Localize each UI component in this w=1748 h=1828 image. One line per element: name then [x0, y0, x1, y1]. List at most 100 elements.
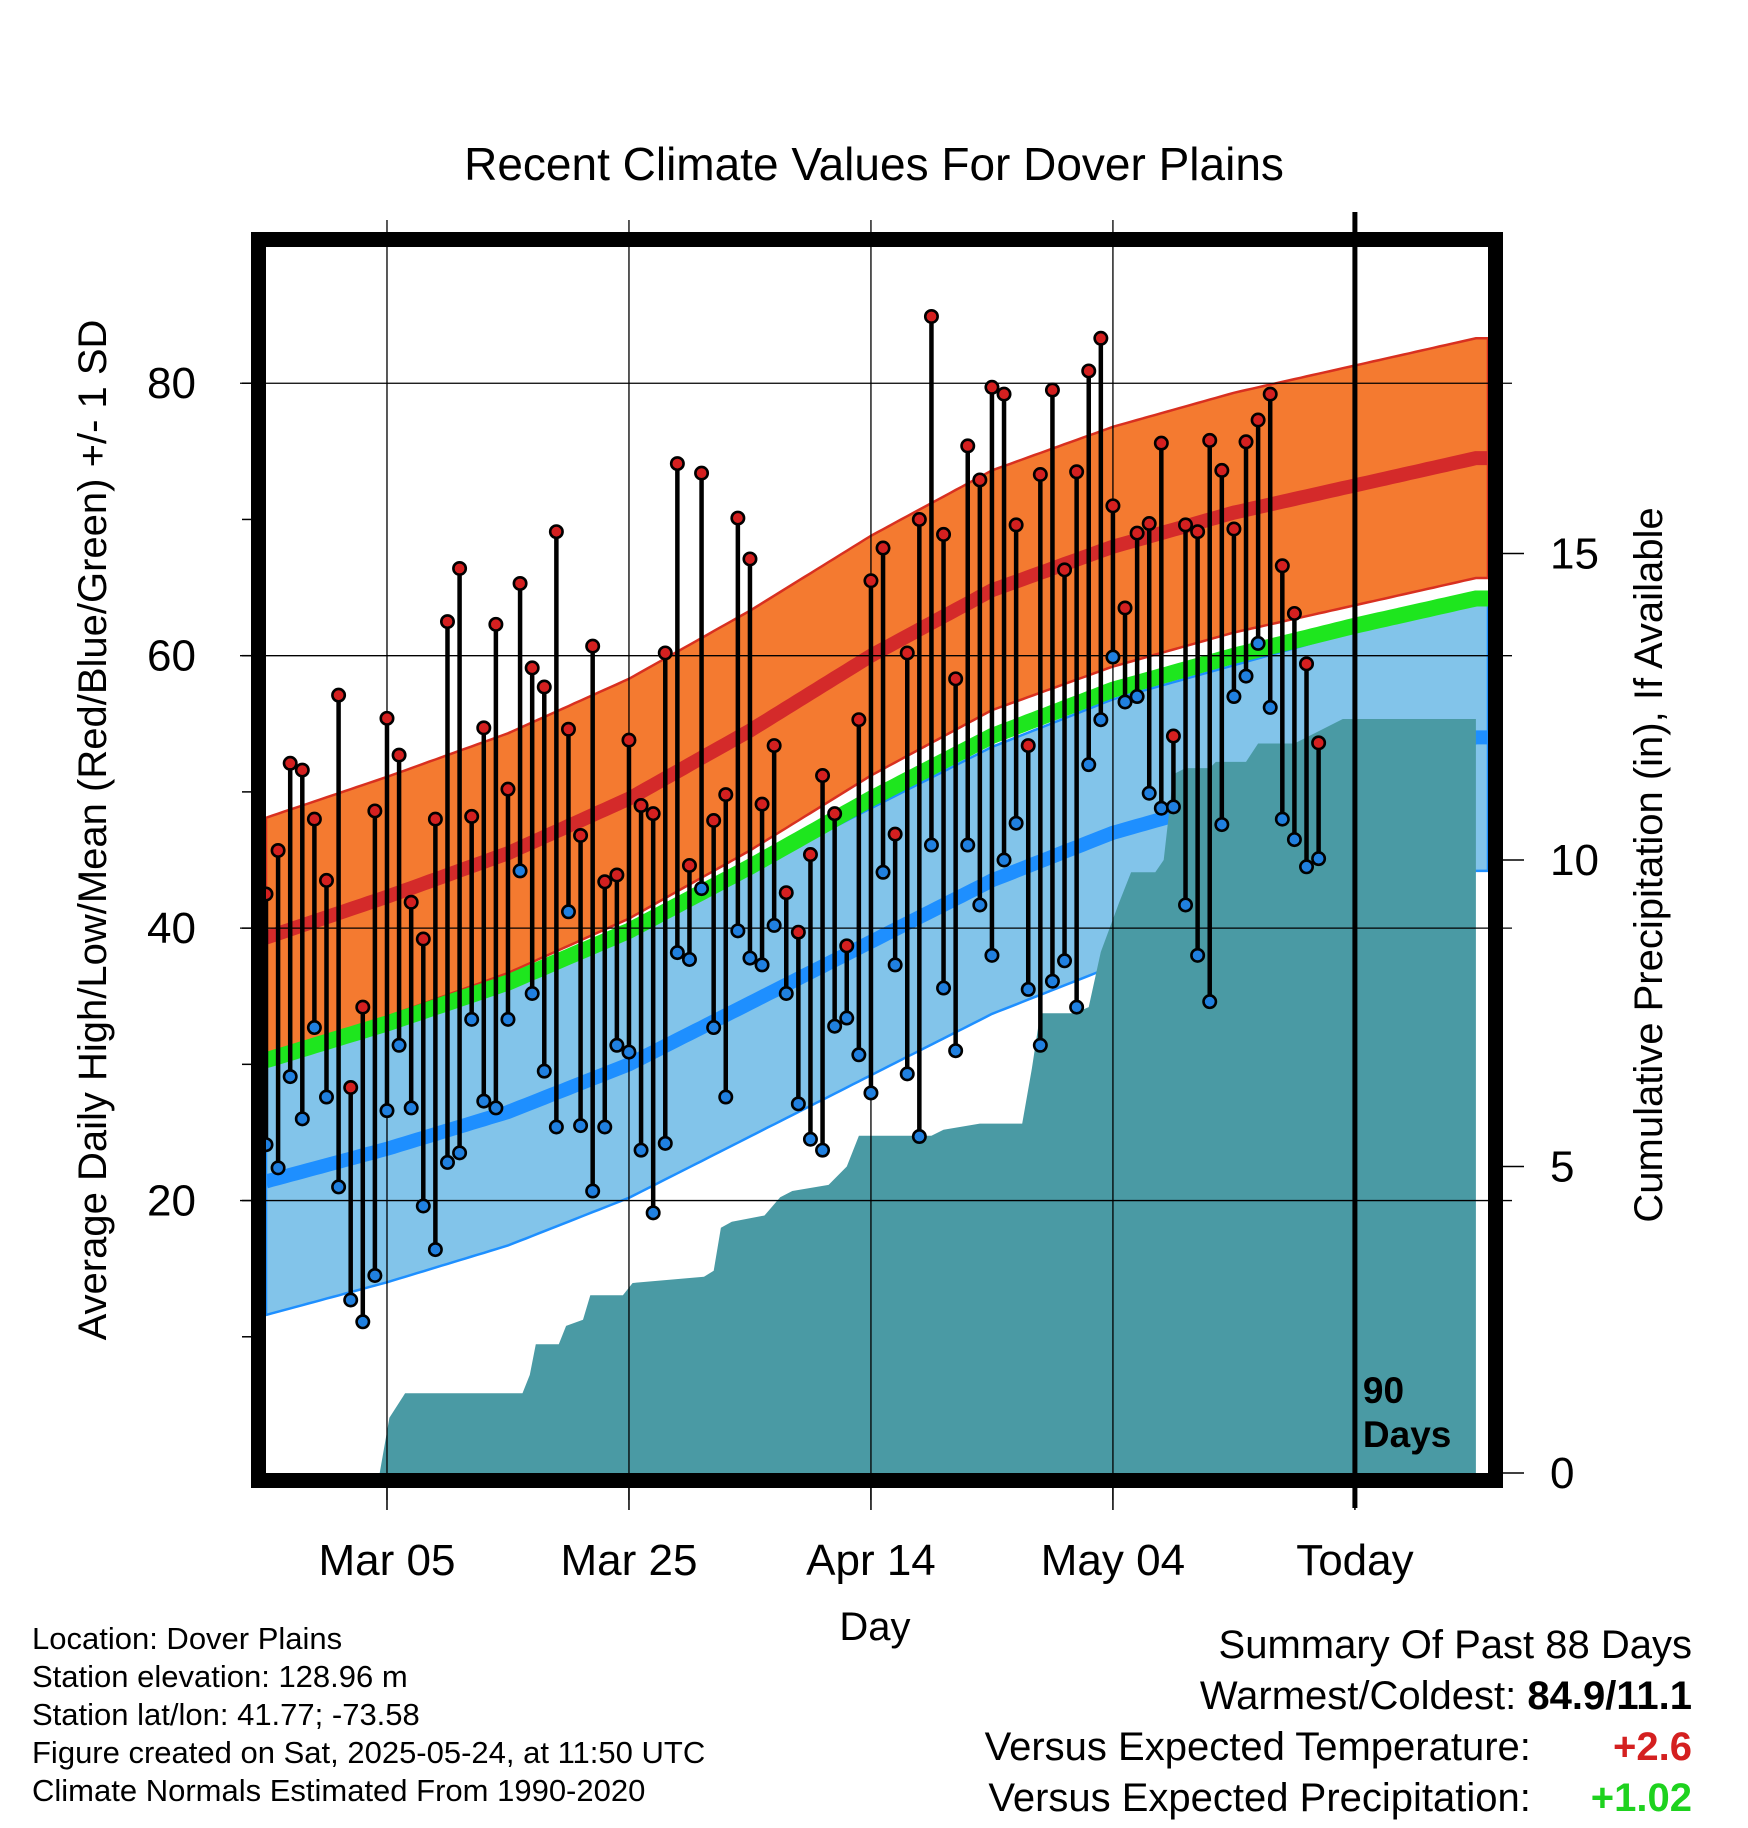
- daily-low-point: [367, 1267, 383, 1283]
- daily-low-point: [1057, 953, 1073, 969]
- daily-high-point: [427, 811, 443, 827]
- daily-low-point: [621, 1044, 637, 1060]
- y2-axis-label: Cumulative Precipitation (in), If Availa…: [1627, 507, 1671, 1222]
- daily-low-point: [1214, 817, 1230, 833]
- warm-cold-label: Warmest/Coldest:: [1199, 1674, 1517, 1718]
- daily-high-point: [355, 999, 371, 1015]
- daily-high-point: [827, 806, 843, 822]
- daily-high-point: [1069, 464, 1085, 480]
- y2-tick-label: 10: [1550, 836, 1599, 885]
- daily-low-point: [500, 1011, 516, 1027]
- daily-high-point: [669, 456, 685, 472]
- temp-departure-value: +2.6: [1613, 1725, 1692, 1769]
- daily-low-point: [294, 1111, 310, 1127]
- daily-high-point: [585, 638, 601, 654]
- daily-high-point: [306, 811, 322, 827]
- summary-panel: Summary Of Past 88 Days Warmest/Coldest:…: [985, 1620, 1692, 1824]
- daily-low-point: [681, 951, 697, 967]
- daily-high-point: [633, 798, 649, 814]
- daily-low-point: [282, 1069, 298, 1085]
- daily-high-point: [609, 867, 625, 883]
- y-axis-label: Average Daily High/Low/Mean (Red/Blue/Gr…: [71, 320, 115, 1341]
- temp-departure-label: Versus Expected Temperature:: [984, 1725, 1531, 1769]
- daily-low-point: [379, 1103, 395, 1119]
- y2-tick-label: 15: [1550, 530, 1599, 579]
- warm-cold-value: 84.9/11.1: [1527, 1674, 1692, 1718]
- daily-high-point: [645, 806, 661, 822]
- daily-high-point: [391, 747, 407, 763]
- daily-high-point: [718, 787, 734, 803]
- daily-high-point: [706, 812, 722, 828]
- daily-high-point: [1250, 412, 1266, 428]
- daily-high-point: [657, 645, 673, 661]
- daily-low-point: [427, 1242, 443, 1258]
- daily-high-point: [1226, 521, 1242, 537]
- daily-high-point: [452, 560, 468, 576]
- daily-low-point: [718, 1089, 734, 1105]
- daily-high-point: [282, 755, 298, 771]
- daily-low-point: [694, 881, 710, 897]
- daily-high-point: [476, 720, 492, 736]
- daily-low-point: [984, 947, 1000, 963]
- daily-high-point: [911, 511, 927, 527]
- daily-high-point: [266, 886, 274, 902]
- daily-high-point: [1202, 432, 1218, 448]
- daily-low-point: [403, 1100, 419, 1116]
- precip-departure-row: Versus Expected Precipitation: +1.02: [985, 1773, 1692, 1824]
- daily-high-point: [996, 386, 1012, 402]
- daily-high-point: [379, 710, 395, 726]
- daily-high-point: [839, 938, 855, 954]
- today-marker-number: 90: [1363, 1370, 1404, 1411]
- daily-high-point: [1020, 738, 1036, 754]
- daily-low-point: [355, 1314, 371, 1330]
- daily-high-point: [851, 712, 867, 728]
- daily-high-point: [790, 924, 806, 940]
- daily-low-point: [936, 980, 952, 996]
- daily-low-point: [1129, 689, 1145, 705]
- daily-low-point: [391, 1037, 407, 1053]
- daily-high-point: [923, 308, 939, 324]
- daily-high-point: [766, 738, 782, 754]
- daily-high-point: [294, 762, 310, 778]
- x-axis-label: Day: [839, 1605, 910, 1649]
- daily-high-point: [439, 614, 455, 630]
- y-tick-label: 80: [147, 359, 196, 408]
- daily-low-point: [948, 1043, 964, 1059]
- daily-low-point: [899, 1066, 915, 1082]
- daily-high-point: [1105, 498, 1121, 514]
- daily-high-point: [1238, 434, 1254, 450]
- daily-low-point: [851, 1047, 867, 1063]
- daily-low-point: [560, 904, 576, 920]
- daily-low-point: [1081, 757, 1097, 773]
- daily-high-point: [536, 679, 552, 695]
- daily-high-point: [548, 524, 564, 540]
- daily-low-point: [609, 1037, 625, 1053]
- daily-high-point: [415, 931, 431, 947]
- daily-low-point: [1299, 859, 1315, 875]
- x-tick-label: Apr 14: [806, 1536, 936, 1585]
- daily-low-point: [657, 1135, 673, 1151]
- daily-low-point: [972, 897, 988, 913]
- daily-low-point: [911, 1129, 927, 1145]
- daily-high-point: [1214, 462, 1230, 478]
- daily-low-point: [1105, 649, 1121, 665]
- daily-low-point: [1093, 712, 1109, 728]
- daily-high-point: [730, 510, 746, 526]
- daily-high-point: [270, 842, 286, 858]
- daily-low-point: [1117, 694, 1133, 710]
- daily-low-point: [827, 1018, 843, 1034]
- daily-low-point: [1153, 800, 1169, 816]
- daily-high-point: [488, 616, 504, 632]
- daily-high-point: [1129, 525, 1145, 541]
- daily-high-point: [318, 872, 334, 888]
- precip-area: [266, 719, 1476, 1473]
- daily-high-point: [343, 1079, 359, 1095]
- normals-period-text: Climate Normals Estimated From 1990-2020: [32, 1773, 646, 1808]
- daily-high-point: [863, 573, 879, 589]
- daily-high-point: [1044, 382, 1060, 398]
- daily-high-point: [815, 768, 831, 784]
- daily-low-point: [585, 1183, 601, 1199]
- daily-high-point: [1141, 516, 1157, 532]
- daily-low-point: [778, 985, 794, 1001]
- daily-high-point: [560, 721, 576, 737]
